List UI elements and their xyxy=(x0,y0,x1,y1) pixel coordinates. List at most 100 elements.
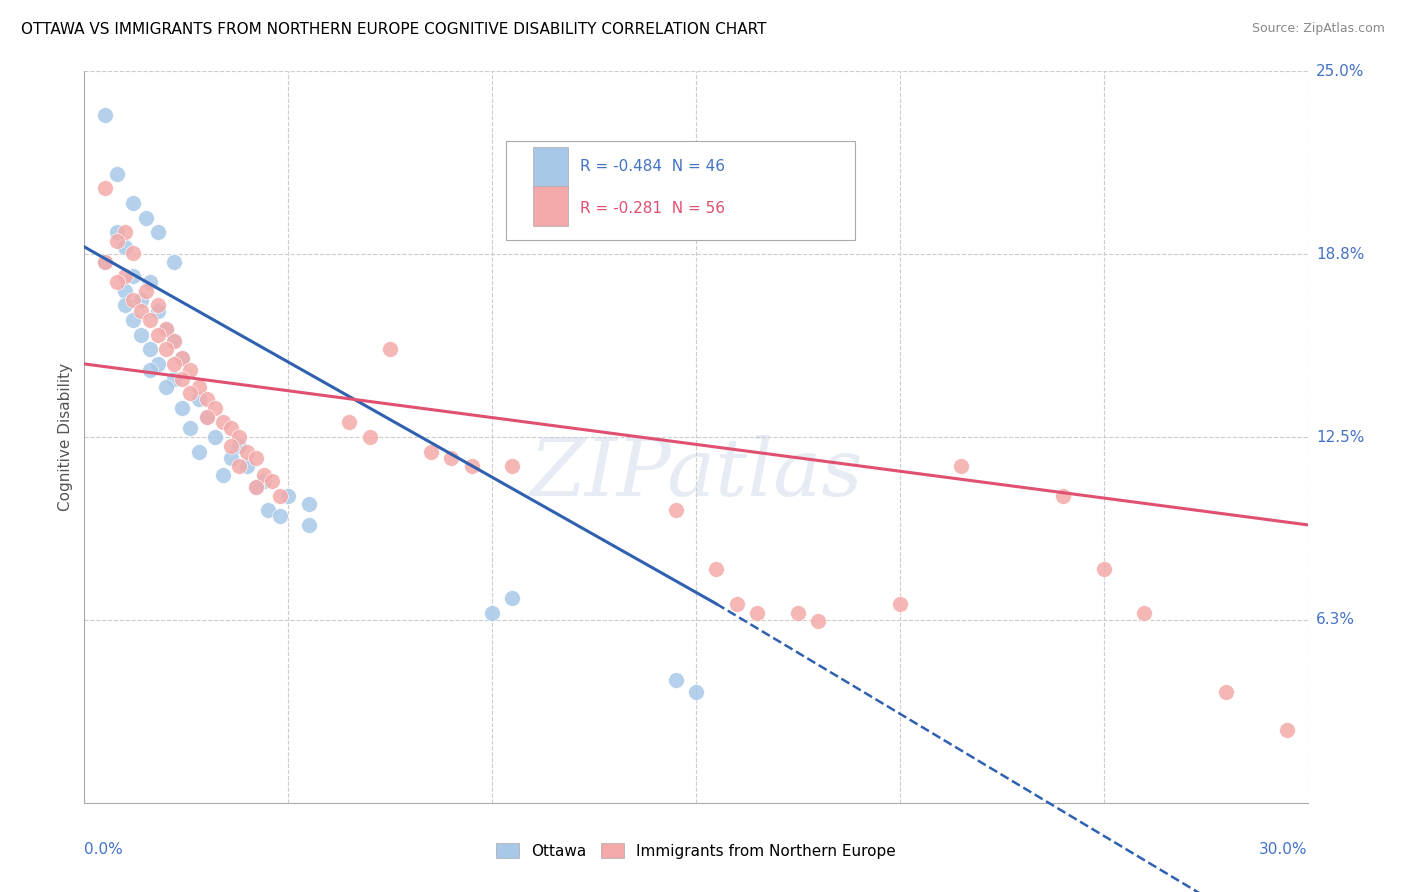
Point xyxy=(105,234,128,248)
Point xyxy=(260,474,283,488)
Point xyxy=(179,421,201,435)
Point xyxy=(725,597,748,611)
Point xyxy=(380,343,402,357)
Point xyxy=(1133,606,1156,620)
Point xyxy=(172,351,194,365)
Point xyxy=(195,409,218,424)
Point xyxy=(440,450,463,465)
Point xyxy=(135,211,157,225)
Point xyxy=(212,416,235,430)
Point xyxy=(93,181,115,195)
Point xyxy=(105,225,128,239)
Point xyxy=(163,254,186,268)
Point xyxy=(146,225,169,239)
Point xyxy=(502,591,524,605)
Point xyxy=(502,459,524,474)
Point xyxy=(122,245,145,260)
Point xyxy=(155,322,177,336)
Text: OTTAWA VS IMMIGRANTS FROM NORTHERN EUROPE COGNITIVE DISABILITY CORRELATION CHART: OTTAWA VS IMMIGRANTS FROM NORTHERN EUROP… xyxy=(21,22,766,37)
Point xyxy=(146,357,169,371)
Point xyxy=(122,293,145,307)
Point xyxy=(187,444,209,458)
Point xyxy=(163,357,186,371)
Point xyxy=(889,597,911,611)
Point xyxy=(93,108,115,122)
Point xyxy=(245,480,267,494)
Point xyxy=(339,416,361,430)
Point xyxy=(245,450,267,465)
Point xyxy=(359,430,381,444)
Point xyxy=(146,327,169,342)
Text: ZIPatlas: ZIPatlas xyxy=(529,435,863,512)
Point xyxy=(253,474,276,488)
Point xyxy=(114,240,136,254)
Point xyxy=(257,503,280,517)
Point xyxy=(747,606,769,620)
Y-axis label: Cognitive Disability: Cognitive Disability xyxy=(58,363,73,511)
Text: 12.5%: 12.5% xyxy=(1316,430,1364,444)
Point xyxy=(665,673,688,687)
Point xyxy=(807,615,830,629)
Point xyxy=(172,401,194,415)
Point xyxy=(122,313,145,327)
Text: 0.0%: 0.0% xyxy=(84,842,124,856)
Point xyxy=(228,439,250,453)
Point xyxy=(298,497,321,511)
Point xyxy=(105,275,128,289)
FancyBboxPatch shape xyxy=(533,186,568,227)
Point xyxy=(1092,562,1115,576)
Point xyxy=(172,351,194,365)
Point xyxy=(787,606,810,620)
Point xyxy=(146,304,169,318)
Point xyxy=(1277,723,1299,737)
Text: 18.8%: 18.8% xyxy=(1316,247,1364,261)
Point xyxy=(204,401,226,415)
Point xyxy=(114,284,136,298)
Point xyxy=(245,480,267,494)
Point xyxy=(163,334,186,348)
Text: Source: ZipAtlas.com: Source: ZipAtlas.com xyxy=(1251,22,1385,36)
Point xyxy=(138,363,160,377)
Point xyxy=(706,562,728,576)
Point xyxy=(461,459,484,474)
Point xyxy=(155,322,177,336)
Point xyxy=(131,293,153,307)
Point xyxy=(219,421,242,435)
Point xyxy=(155,380,177,394)
Text: 6.3%: 6.3% xyxy=(1316,613,1355,627)
Text: R = -0.484  N = 46: R = -0.484 N = 46 xyxy=(579,159,724,174)
Point xyxy=(1215,684,1237,698)
Point xyxy=(114,225,136,239)
Point xyxy=(269,489,291,503)
Point xyxy=(114,298,136,312)
Point xyxy=(155,343,177,357)
Point xyxy=(187,392,209,406)
Point xyxy=(219,439,242,453)
Point xyxy=(122,196,145,211)
Point xyxy=(195,392,218,406)
Text: 30.0%: 30.0% xyxy=(1260,842,1308,856)
Point xyxy=(131,304,153,318)
Point xyxy=(93,254,115,268)
Legend: Ottawa, Immigrants from Northern Europe: Ottawa, Immigrants from Northern Europe xyxy=(489,837,903,864)
Point xyxy=(269,509,291,524)
Point xyxy=(685,684,707,698)
Text: 25.0%: 25.0% xyxy=(1316,64,1364,78)
Point xyxy=(135,284,157,298)
Point xyxy=(228,459,250,474)
Point xyxy=(204,430,226,444)
Point xyxy=(277,489,299,503)
Text: R = -0.281  N = 56: R = -0.281 N = 56 xyxy=(579,202,724,216)
Point xyxy=(219,450,242,465)
Point xyxy=(138,313,160,327)
Point xyxy=(195,409,218,424)
Point xyxy=(131,327,153,342)
Point xyxy=(236,444,259,458)
Point xyxy=(138,343,160,357)
Point xyxy=(481,606,503,620)
Point xyxy=(163,371,186,385)
Point xyxy=(105,167,128,181)
Point xyxy=(950,459,973,474)
Point xyxy=(236,459,259,474)
Point xyxy=(212,468,235,483)
